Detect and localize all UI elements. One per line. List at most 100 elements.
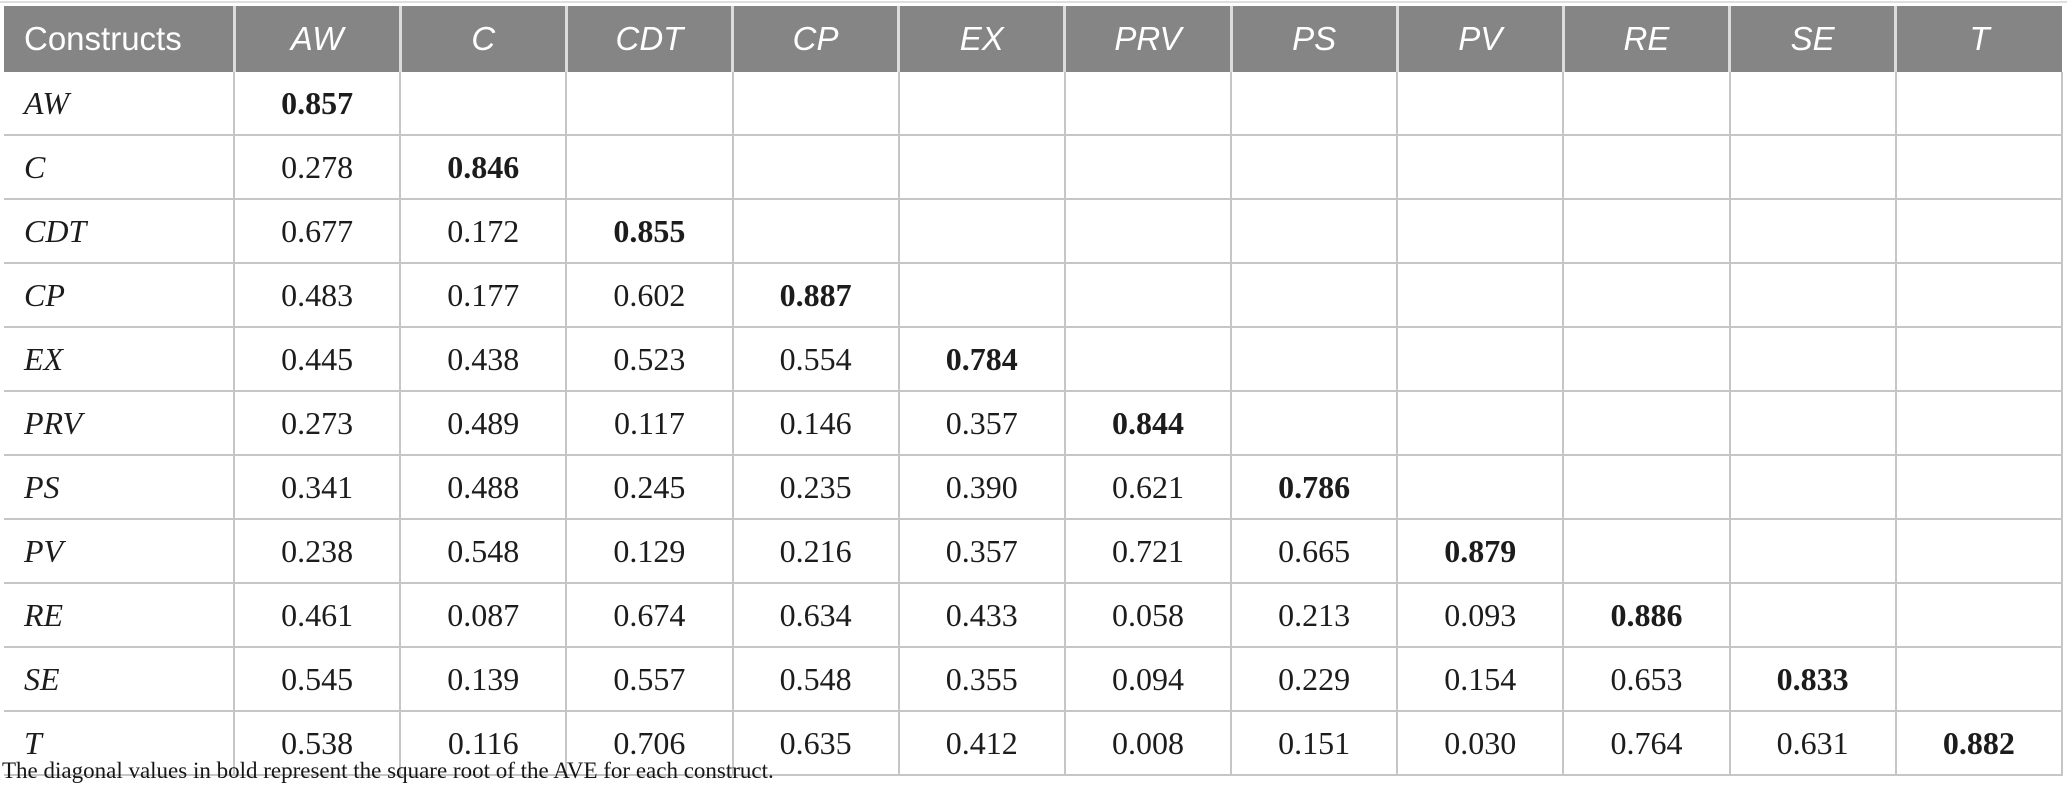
- matrix-cell-empty: [1562, 327, 1730, 392]
- matrix-cell: 0.087: [399, 583, 567, 648]
- table-row-se: SE 0.545 0.139 0.557 0.548 0.355 0.094 0.229 0.1…: [4, 647, 2064, 712]
- row-label: PV: [4, 519, 234, 584]
- matrix-cell-empty: [1894, 391, 2064, 456]
- column-header-pv: PV: [1395, 6, 1564, 72]
- row-label: PRV: [4, 391, 234, 456]
- matrix-cell-empty: [1728, 519, 1896, 584]
- matrix-cell: 0.177: [399, 263, 567, 328]
- correlation-matrix-table: Constructs AW C CDT CP EX PRV PS PV RE SE T AW 0.857…: [4, 6, 2064, 776]
- matrix-cell-empty: [731, 72, 899, 136]
- matrix-cell: 0.172: [399, 199, 567, 264]
- matrix-cell: 0.273: [232, 391, 401, 456]
- matrix-cell: 0.216: [731, 519, 899, 584]
- matrix-cell-empty: [1894, 199, 2064, 264]
- matrix-cell-empty: [565, 135, 733, 200]
- matrix-cell-empty: [1396, 72, 1564, 136]
- table-row-cdt: CDT 0.677 0.172 0.855: [4, 199, 2064, 264]
- matrix-cell-empty: [897, 263, 1065, 328]
- matrix-cell-empty: [1230, 199, 1398, 264]
- corner-header-constructs: Constructs: [4, 6, 234, 72]
- table-footnote: The diagonal values in bold represent th…: [2, 758, 774, 783]
- matrix-cell: 0.602: [565, 263, 733, 328]
- column-header-aw: AW: [232, 6, 401, 72]
- table-row-c: C 0.278 0.846: [4, 135, 2064, 200]
- matrix-cell: 0.139: [399, 647, 567, 712]
- matrix-cell-empty: [1562, 72, 1730, 136]
- matrix-cell-empty: [1063, 327, 1232, 392]
- matrix-cell: 0.554: [731, 327, 899, 392]
- matrix-cell-empty: [1562, 519, 1730, 584]
- matrix-cell: 0.706: [565, 711, 733, 776]
- row-label: PS: [4, 455, 234, 520]
- matrix-cell-empty: [731, 135, 899, 200]
- table-row-pv: PV 0.238 0.548 0.129 0.216 0.357 0.721 0.665 0.8…: [4, 519, 2064, 584]
- matrix-cell: 0.674: [565, 583, 733, 648]
- matrix-cell-empty: [1894, 135, 2064, 200]
- column-header-prv: PRV: [1063, 6, 1232, 72]
- matrix-cell: 0.094: [1063, 647, 1232, 712]
- matrix-cell-empty: [1728, 583, 1896, 648]
- matrix-cell-empty: [1728, 72, 1896, 136]
- header-row: Constructs AW C CDT CP EX PRV PS PV RE SE T: [4, 6, 2062, 72]
- table-row-prv: PRV 0.273 0.489 0.117 0.146 0.357 0.844: [4, 391, 2064, 456]
- matrix-cell-empty: [1894, 519, 2064, 584]
- matrix-cell: 0.355: [897, 647, 1065, 712]
- matrix-cell-diagonal: 0.784: [897, 327, 1065, 392]
- matrix-cell-empty: [1230, 135, 1398, 200]
- matrix-cell-empty: [1230, 263, 1398, 328]
- matrix-cell-empty: [1063, 199, 1232, 264]
- row-label: T: [4, 711, 234, 776]
- matrix-cell-empty: [399, 72, 567, 136]
- matrix-cell: 0.213: [1230, 583, 1398, 648]
- matrix-cell-empty: [1063, 72, 1232, 136]
- matrix-cell-empty: [897, 199, 1065, 264]
- matrix-cell: 0.151: [1230, 711, 1398, 776]
- row-label: RE: [4, 583, 234, 648]
- matrix-cell-empty: [1728, 327, 1896, 392]
- table-header: Constructs AW C CDT CP EX PRV PS PV RE SE T: [4, 6, 2062, 72]
- matrix-cell: 0.030: [1396, 711, 1564, 776]
- matrix-cell: 0.489: [399, 391, 567, 456]
- matrix-cell-empty: [1396, 199, 1564, 264]
- matrix-cell-empty: [1894, 583, 2064, 648]
- column-header-cp: CP: [731, 6, 899, 72]
- matrix-cell: 0.245: [565, 455, 733, 520]
- matrix-cell-diagonal: 0.857: [232, 72, 401, 136]
- matrix-cell-empty: [731, 199, 899, 264]
- matrix-cell-empty: [565, 72, 733, 136]
- matrix-cell: 0.764: [1562, 711, 1730, 776]
- matrix-cell-empty: [1063, 135, 1232, 200]
- row-label: CDT: [4, 199, 234, 264]
- matrix-cell-empty: [1894, 72, 2064, 136]
- matrix-cell: 0.116: [399, 711, 567, 776]
- matrix-cell: 0.229: [1230, 647, 1398, 712]
- matrix-cell: 0.412: [897, 711, 1065, 776]
- row-label: SE: [4, 647, 234, 712]
- matrix-cell-diagonal: 0.844: [1063, 391, 1232, 456]
- table-row-re: RE 0.461 0.087 0.674 0.634 0.433 0.058 0.213 0.0…: [4, 583, 2064, 648]
- column-header-ps: PS: [1229, 6, 1398, 72]
- matrix-cell-empty: [1230, 391, 1398, 456]
- matrix-cell-empty: [897, 72, 1065, 136]
- matrix-cell: 0.483: [232, 263, 401, 328]
- matrix-cell-empty: [1562, 135, 1730, 200]
- matrix-cell: 0.129: [565, 519, 733, 584]
- table-row-ex: EX 0.445 0.438 0.523 0.554 0.784: [4, 327, 2064, 392]
- matrix-cell: 0.548: [731, 647, 899, 712]
- matrix-cell: 0.545: [232, 647, 401, 712]
- column-header-se: SE: [1728, 6, 1896, 72]
- matrix-cell: 0.008: [1063, 711, 1232, 776]
- matrix-cell: 0.665: [1230, 519, 1398, 584]
- matrix-cell-empty: [1562, 391, 1730, 456]
- table-row-ps: PS 0.341 0.488 0.245 0.235 0.390 0.621 0.786: [4, 455, 2064, 520]
- matrix-cell-empty: [1894, 647, 2064, 712]
- table-top-rule: [0, 1, 2067, 3]
- row-label: AW: [4, 72, 234, 136]
- table-row-t: T 0.538 0.116 0.706 0.635 0.412 0.008 0.151 0.03…: [4, 711, 2064, 776]
- matrix-cell: 0.653: [1562, 647, 1730, 712]
- matrix-cell: 0.341: [232, 455, 401, 520]
- matrix-cell-empty: [1728, 135, 1896, 200]
- matrix-cell-diagonal: 0.887: [731, 263, 899, 328]
- matrix-cell-empty: [1728, 455, 1896, 520]
